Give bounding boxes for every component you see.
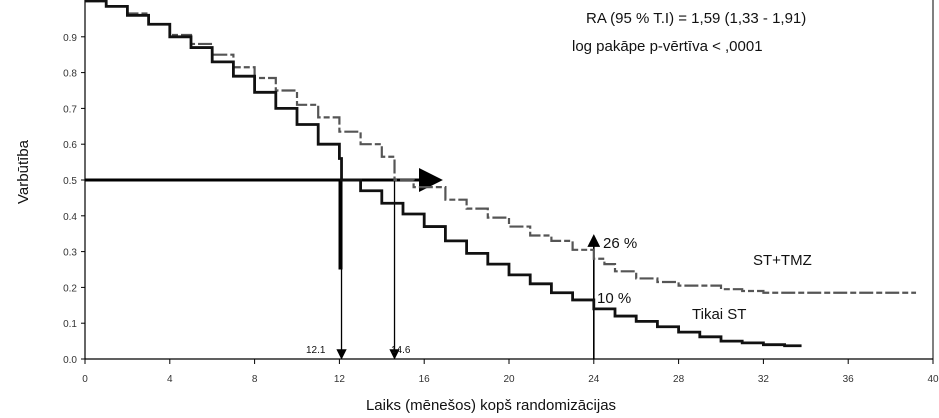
median-tmz-value-label: 14.6	[391, 345, 411, 356]
x-tick-label: 36	[843, 374, 855, 385]
y-tick-label: 0.5	[63, 176, 77, 187]
y-ticks: 0.0 0.1 0.2 0.3 0.4 0.5 0.6 0.7 0.8 0.9	[63, 33, 85, 366]
hr-text-line2: log pakāpe p-vērtīva < ,0001	[572, 38, 763, 55]
y-tick-label: 0.2	[63, 283, 77, 294]
median-st-value-label: 12.1	[306, 345, 326, 356]
x-tick-label: 24	[588, 374, 600, 385]
x-tick-label: 0	[82, 374, 88, 385]
series-lines	[85, 0, 917, 348]
x-ticks: 0 4 8 12 16 20 24 28 32 36 40	[82, 359, 939, 385]
series-label-tmz: ST+TMZ	[753, 252, 812, 269]
x-tick-label: 20	[503, 374, 515, 385]
pct-tmz-label: 26 %	[603, 235, 637, 252]
x-tick-label: 28	[673, 374, 685, 385]
x-tick-label: 16	[419, 374, 431, 385]
y-tick-label: 0.6	[63, 140, 77, 151]
x-axis-title: Laiks (mēnešos) kopš randomizācijas	[366, 397, 616, 414]
x-tick-label: 32	[758, 374, 770, 385]
x-tick-label: 12	[334, 374, 346, 385]
x-tick-label: 4	[167, 374, 173, 385]
series-line-tikai-st	[85, 0, 802, 348]
series-label-st: Tikai ST	[692, 306, 746, 323]
x-tick-label: 40	[927, 374, 939, 385]
y-tick-label: 0.0	[63, 355, 77, 366]
y-tick-label: 0.8	[63, 69, 77, 80]
pct-st-label: 10 %	[597, 290, 631, 307]
y-tick-label: 0.7	[63, 104, 77, 115]
y-tick-label: 0.1	[63, 319, 77, 330]
y-axis-title: Varbūtība	[15, 139, 32, 204]
y-tick-label: 0.4	[63, 212, 77, 223]
y-tick-label: 0.3	[63, 248, 77, 259]
y-tick-label: 0.9	[63, 33, 77, 44]
hr-text-line1: RA (95 % T.I) = 1,59 (1,33 - 1,91)	[586, 10, 806, 27]
x-tick-label: 8	[252, 374, 258, 385]
series-line-st-tmz	[85, 0, 917, 294]
